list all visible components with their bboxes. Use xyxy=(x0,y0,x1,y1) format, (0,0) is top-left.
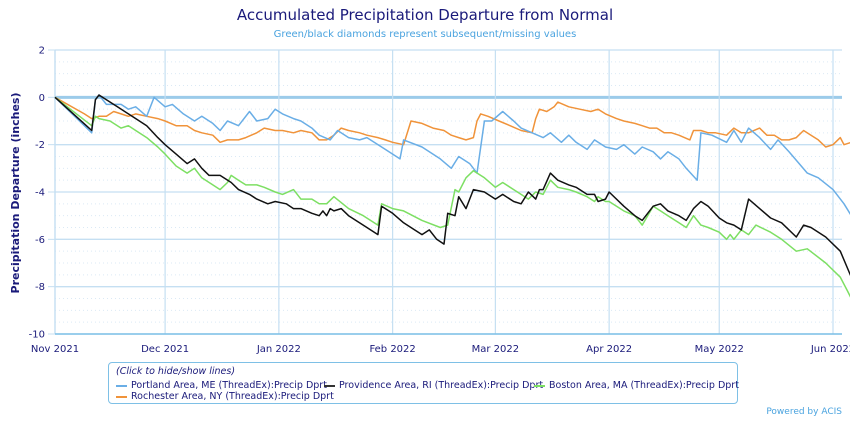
series-line-boston xyxy=(54,96,850,298)
legend-label-boston: Boston Area, MA (ThreadEx):Precip Dprt xyxy=(549,380,739,391)
y-tick-label: -6 xyxy=(35,235,45,246)
chart-subtitle: Green/black diamonds represent subsequen… xyxy=(274,29,577,40)
x-tick-label: Mar 2022 xyxy=(472,344,520,355)
chart-title: Accumulated Precipitation Departure from… xyxy=(237,6,613,24)
x-tick-label: Feb 2022 xyxy=(369,344,415,355)
x-tick-label: Jun 2022 xyxy=(810,344,850,355)
y-tick-label: -8 xyxy=(35,282,45,293)
legend-item-providence[interactable]: Providence Area, RI (ThreadEx):Precip Dp… xyxy=(324,380,543,391)
legend-label-providence: Providence Area, RI (ThreadEx):Precip Dp… xyxy=(339,380,544,391)
x-tick-label: Jan 2022 xyxy=(256,344,301,355)
legend-item-rochester[interactable]: Rochester Area, NY (ThreadEx):Precip Dpr… xyxy=(116,391,334,402)
y-axis-ticks: 2 0 -2 -4 -6 -8 -10 xyxy=(29,46,55,341)
legend-label-rochester: Rochester Area, NY (ThreadEx):Precip Dpr… xyxy=(131,391,334,402)
y-axis-label: Precipitation Departure (inches) xyxy=(9,93,22,294)
series-line-portland xyxy=(54,94,850,216)
x-tick-label: Nov 2021 xyxy=(31,344,79,355)
y-tick-label: 0 xyxy=(39,93,45,104)
legend-item-portland[interactable]: Portland Area, ME (ThreadEx):Precip Dprt xyxy=(116,380,327,391)
y-tick-label: -10 xyxy=(29,330,45,341)
y-tick-label: -2 xyxy=(35,140,45,151)
legend-item-boston[interactable]: Boston Area, MA (ThreadEx):Precip Dprt xyxy=(534,380,739,391)
legend-swatch-boston xyxy=(534,384,545,387)
legend-swatch-rochester xyxy=(116,395,127,398)
legend: (Click to hide/show lines) Portland Area… xyxy=(108,362,739,404)
y-tick-label: 2 xyxy=(39,46,45,57)
legend-swatch-portland xyxy=(116,384,127,387)
series-line-rochester xyxy=(54,96,850,148)
x-tick-label: Apr 2022 xyxy=(586,344,632,355)
legend-label-portland: Portland Area, ME (ThreadEx):Precip Dprt xyxy=(131,380,327,391)
powered-by-credit[interactable]: Powered by ACIS xyxy=(766,407,842,417)
grid xyxy=(54,49,842,335)
x-axis-ticks: Nov 2021 Dec 2021 Jan 2022 Feb 2022 Mar 2022… xyxy=(31,344,850,355)
x-tick-label: May 2022 xyxy=(695,344,744,355)
legend-swatch-providence xyxy=(324,384,335,387)
legend-hint: (Click to hide/show lines) xyxy=(116,366,236,377)
y-tick-label: -4 xyxy=(35,188,45,199)
x-tick-label: Dec 2021 xyxy=(141,344,189,355)
series-lines xyxy=(54,94,850,298)
series-line-providence xyxy=(54,94,850,277)
